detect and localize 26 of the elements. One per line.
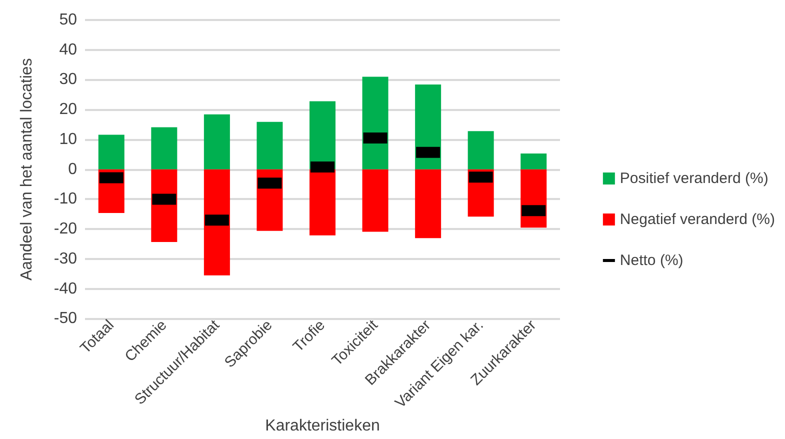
legend-label: Negatief veranderd (%) bbox=[620, 211, 776, 228]
y-tick-label: -40 bbox=[54, 280, 78, 298]
y-tick-label: 50 bbox=[59, 12, 78, 28]
y-tick-label: -20 bbox=[54, 220, 78, 238]
bar bbox=[310, 169, 336, 236]
bar bbox=[362, 169, 388, 232]
y-tick-label: 20 bbox=[59, 101, 78, 118]
bar bbox=[256, 122, 283, 170]
legend-label: Netto (%) bbox=[620, 252, 684, 269]
bar bbox=[151, 127, 178, 170]
x-axis-title: Karakteristieken bbox=[265, 418, 380, 434]
bar bbox=[468, 131, 494, 170]
bar bbox=[204, 169, 230, 276]
y-axis-title: Aandeel van het aantal locaties bbox=[18, 58, 36, 281]
legend-label: Positief veranderd (%) bbox=[620, 170, 768, 187]
bar bbox=[415, 169, 442, 238]
y-tick-label: 0 bbox=[68, 160, 78, 178]
bar bbox=[98, 134, 124, 170]
bar bbox=[204, 114, 230, 170]
bar bbox=[520, 154, 547, 170]
y-tick-label: -10 bbox=[54, 190, 78, 208]
y-tick-label: -30 bbox=[54, 250, 78, 268]
y-tick-label: 10 bbox=[59, 130, 78, 148]
y-tick-label: 40 bbox=[59, 41, 78, 58]
y-tick-label: -50 bbox=[54, 310, 78, 328]
y-tick-label: 30 bbox=[59, 71, 78, 88]
